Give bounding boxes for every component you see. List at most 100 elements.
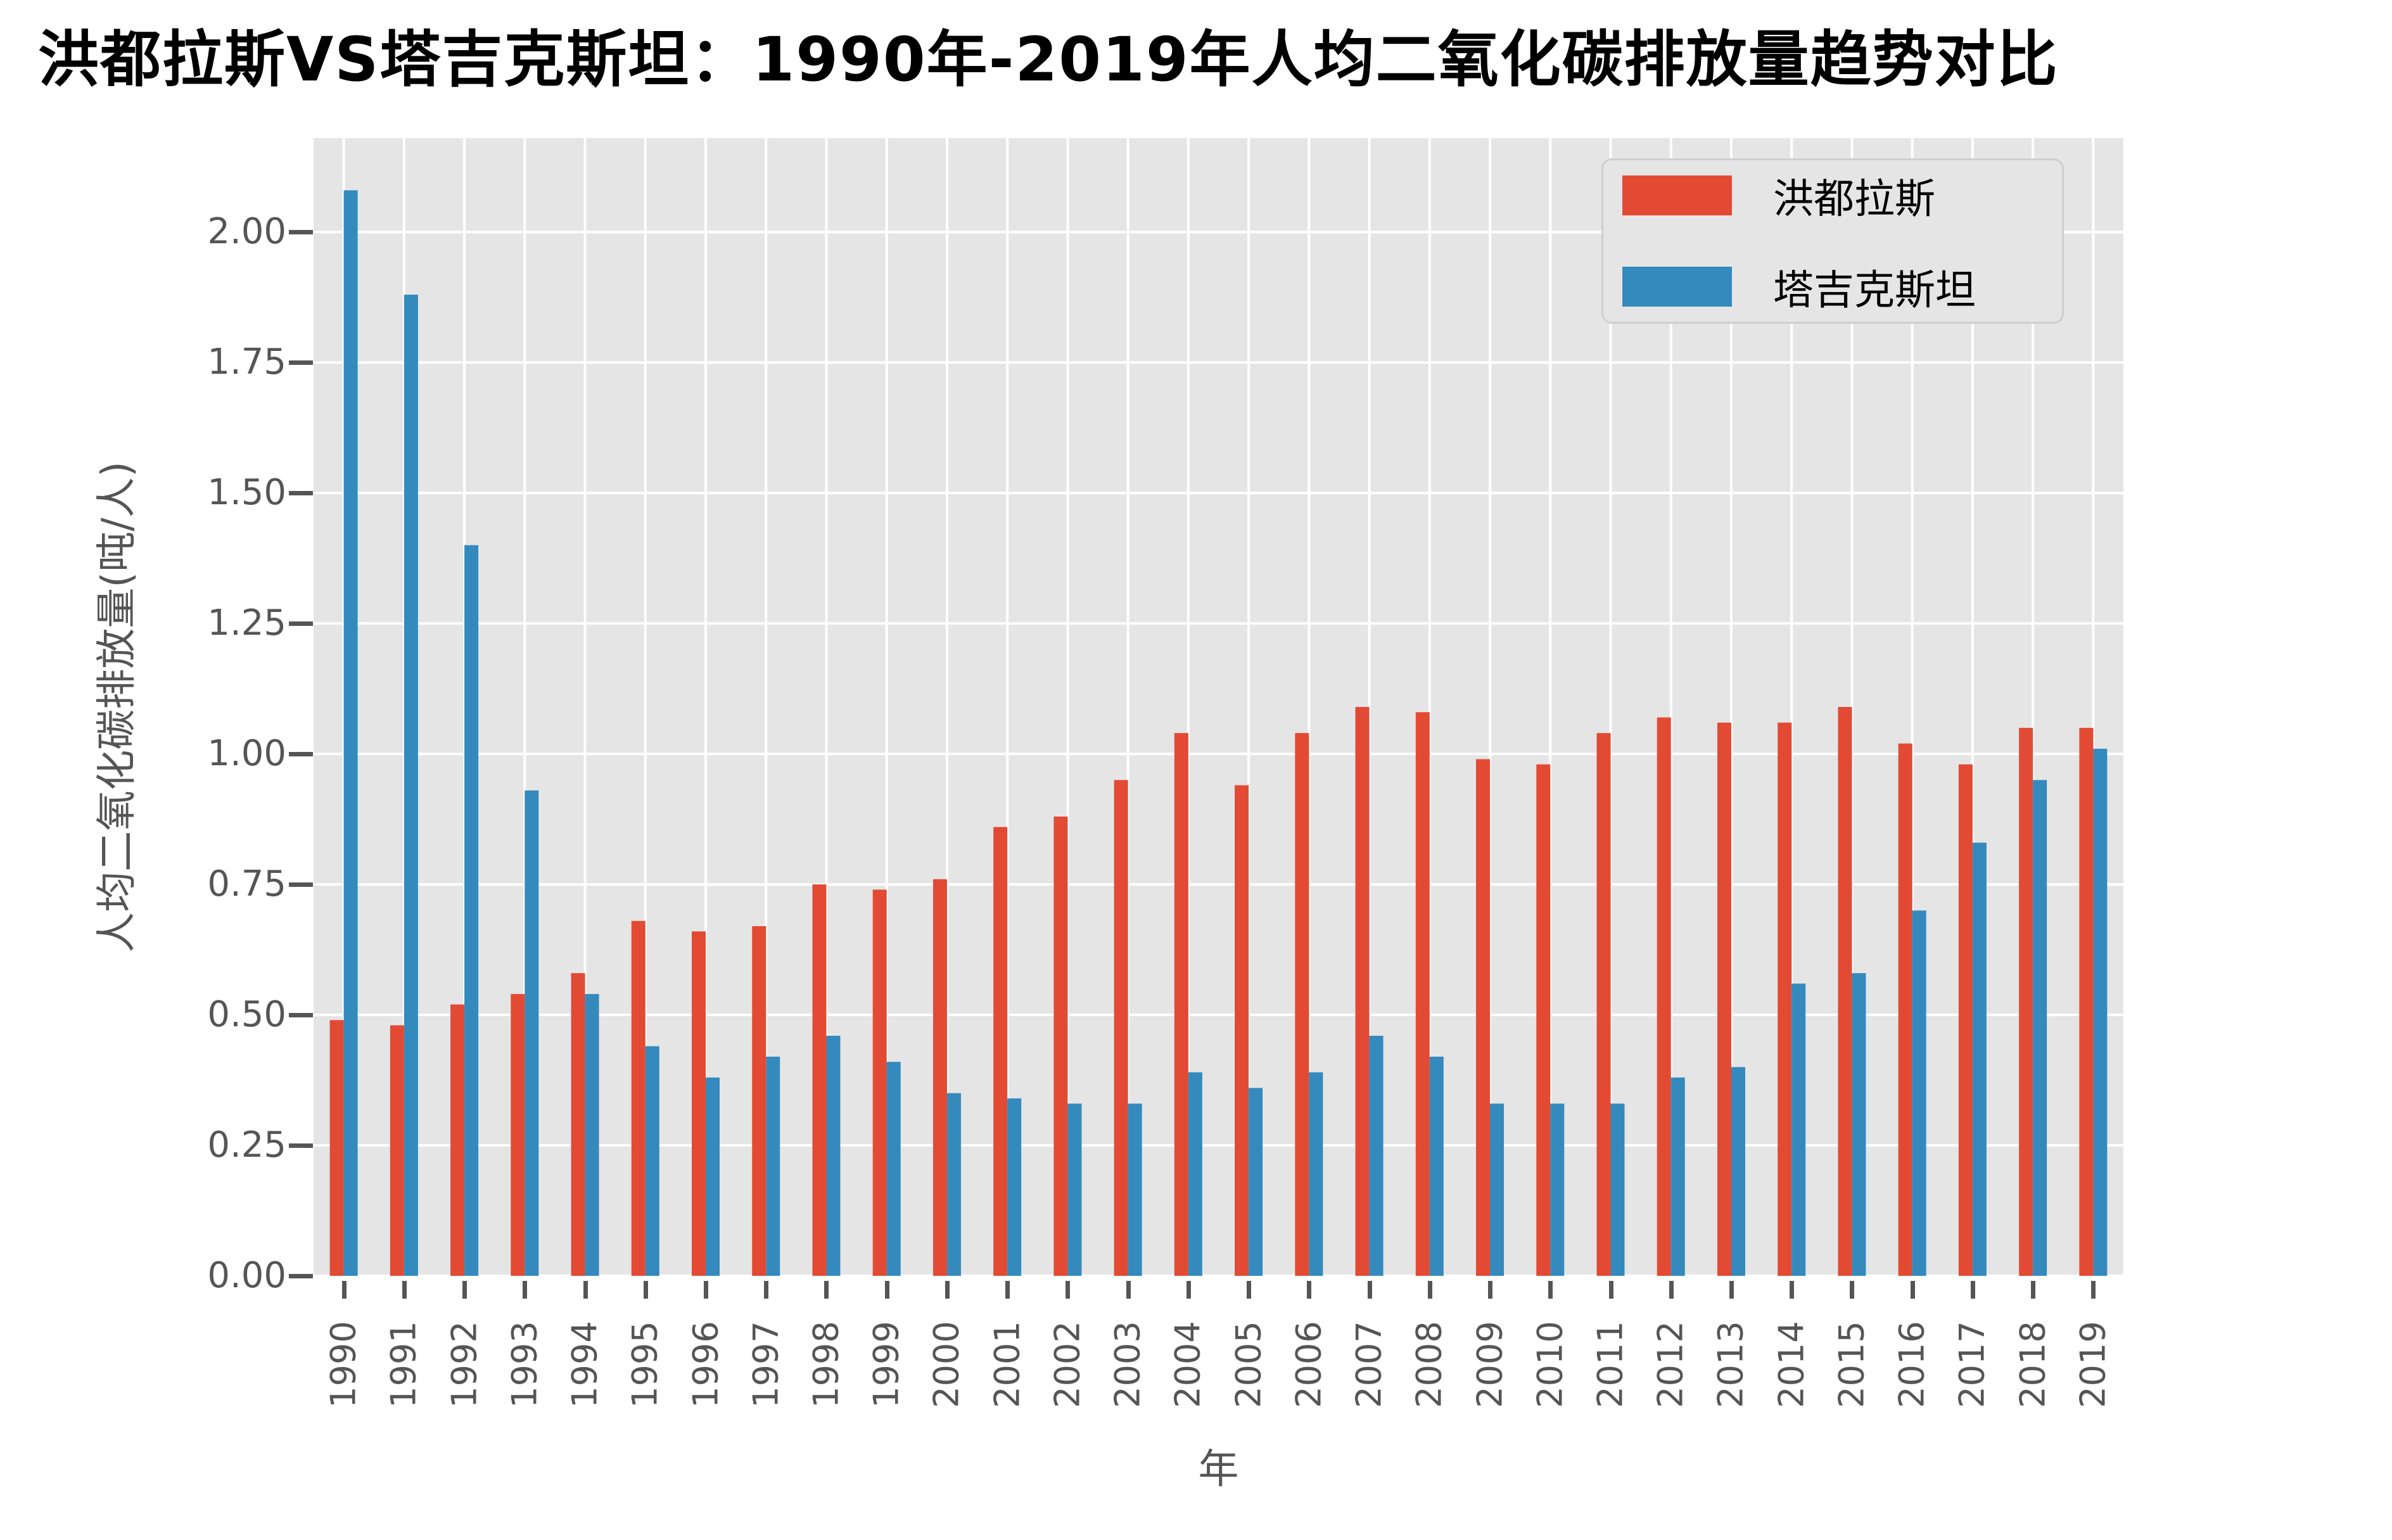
y-tick-label: 0.50 [207, 994, 286, 1036]
x-tick-mark [1970, 1281, 1975, 1299]
y-tick-mark [289, 230, 313, 235]
bar-honduras [329, 1020, 344, 1276]
y-axis-label: 人均二氧化碳排放量(吨/人) [93, 461, 141, 953]
bar-honduras [1174, 733, 1188, 1276]
y-tick-label: 1.25 [207, 602, 286, 644]
bar-tajikistan [343, 190, 358, 1276]
bar-honduras [1838, 707, 1852, 1276]
bar-tajikistan [826, 1036, 841, 1276]
x-tick-label: 1996 [685, 1320, 726, 1408]
bar-tajikistan [2033, 780, 2047, 1276]
y-tick-mark [289, 621, 313, 627]
bar-tajikistan [1791, 983, 1806, 1276]
bar-tajikistan [1128, 1104, 1142, 1276]
bar-honduras [2079, 727, 2094, 1276]
x-tick-mark [341, 1281, 347, 1299]
bar-honduras [1958, 764, 1973, 1276]
y-tick-mark [289, 752, 313, 757]
x-tick-mark [1186, 1281, 1191, 1299]
x-tick-label: 2009 [1470, 1320, 1510, 1408]
x-tick-label: 1997 [746, 1320, 786, 1408]
x-tick-label: 2012 [1650, 1320, 1691, 1408]
x-tick-mark [1548, 1281, 1553, 1299]
bar-tajikistan [1067, 1104, 1082, 1276]
x-tick-label: 1999 [866, 1320, 907, 1408]
x-tick-label: 2006 [1288, 1320, 1329, 1408]
x-tick-mark [884, 1281, 889, 1299]
bar-tajikistan [706, 1077, 720, 1276]
x-tick-mark [1247, 1281, 1252, 1299]
bar-honduras [1415, 712, 1430, 1276]
bar-honduras [1657, 717, 1671, 1276]
x-tick-mark [945, 1281, 950, 1299]
x-tick-label: 2003 [1107, 1320, 1148, 1408]
bar-tajikistan [1188, 1072, 1202, 1276]
plot-area [314, 138, 2123, 1277]
bar-honduras [631, 920, 646, 1276]
bar-honduras [812, 884, 827, 1276]
x-tick-mark [1608, 1281, 1613, 1299]
bar-tajikistan [1309, 1072, 1323, 1276]
bar-tajikistan [886, 1062, 901, 1276]
x-tick-mark [1005, 1281, 1010, 1299]
bar-tajikistan [645, 1046, 659, 1276]
x-tick-mark [1790, 1281, 1795, 1299]
y-tick-mark [289, 1013, 313, 1018]
bar-tajikistan [1972, 843, 1987, 1276]
x-tick-label: 2008 [1409, 1320, 1450, 1408]
bar-tajikistan [464, 545, 479, 1276]
bar-honduras [752, 926, 767, 1276]
x-tick-mark [1066, 1281, 1071, 1299]
bar-honduras [872, 889, 887, 1276]
chart-title: 洪都拉斯VS塔吉克斯坦：1990年-2019年人均二氧化碳排放量趋势对比 [38, 24, 2059, 95]
bar-honduras [932, 879, 947, 1276]
bar-honduras [571, 973, 585, 1276]
x-tick-mark [1729, 1281, 1734, 1299]
bar-honduras [1114, 780, 1128, 1276]
x-tick-label: 2002 [1047, 1320, 1088, 1408]
y-tick-mark [289, 360, 313, 366]
x-tick-label: 2016 [1892, 1320, 1932, 1408]
x-tick-mark [2031, 1281, 2036, 1299]
x-tick-label: 2005 [1228, 1320, 1269, 1408]
x-tick-label: 1990 [323, 1320, 364, 1408]
bars-canvas [314, 138, 2123, 1277]
legend-item-tajikistan: 塔吉克斯坦 [1622, 258, 2062, 316]
x-axis-label: 年 [1198, 1446, 1239, 1493]
x-tick-mark [1910, 1281, 1915, 1299]
bar-tajikistan [585, 994, 599, 1276]
bar-honduras [1355, 707, 1370, 1276]
x-tick-label: 2000 [927, 1320, 967, 1408]
y-tick-label: 2.00 [207, 211, 286, 253]
y-tick-mark [289, 882, 313, 888]
bar-honduras [1898, 743, 1912, 1276]
x-tick-label: 2018 [2013, 1320, 2053, 1408]
x-tick-label: 2011 [1590, 1320, 1631, 1408]
x-tick-mark [1850, 1281, 1855, 1299]
x-tick-label: 2001 [987, 1320, 1027, 1408]
bar-tajikistan [946, 1093, 961, 1276]
bar-tajikistan [2093, 748, 2108, 1276]
bar-honduras [2019, 727, 2033, 1276]
x-tick-mark [1367, 1281, 1372, 1299]
x-tick-label: 2007 [1349, 1320, 1389, 1408]
y-tick-label: 0.25 [207, 1124, 286, 1166]
bar-honduras [1476, 759, 1491, 1276]
bar-tajikistan [1429, 1056, 1444, 1276]
x-tick-mark [1427, 1281, 1432, 1299]
x-tick-mark [1669, 1281, 1674, 1299]
x-tick-mark [704, 1281, 709, 1299]
x-tick-mark [764, 1281, 769, 1299]
bar-tajikistan [1249, 1088, 1263, 1276]
bar-tajikistan [766, 1056, 780, 1276]
legend: 洪都拉斯 塔吉克斯坦 [1601, 158, 2064, 324]
x-tick-mark [402, 1281, 407, 1299]
x-tick-mark [2091, 1281, 2096, 1299]
bar-honduras [692, 931, 706, 1276]
bar-tajikistan [1912, 910, 1926, 1276]
x-tick-mark [583, 1281, 588, 1299]
bar-honduras [390, 1025, 404, 1276]
legend-item-honduras: 洪都拉斯 [1622, 167, 2062, 225]
bar-honduras [1536, 764, 1551, 1276]
bar-tajikistan [1007, 1098, 1022, 1276]
